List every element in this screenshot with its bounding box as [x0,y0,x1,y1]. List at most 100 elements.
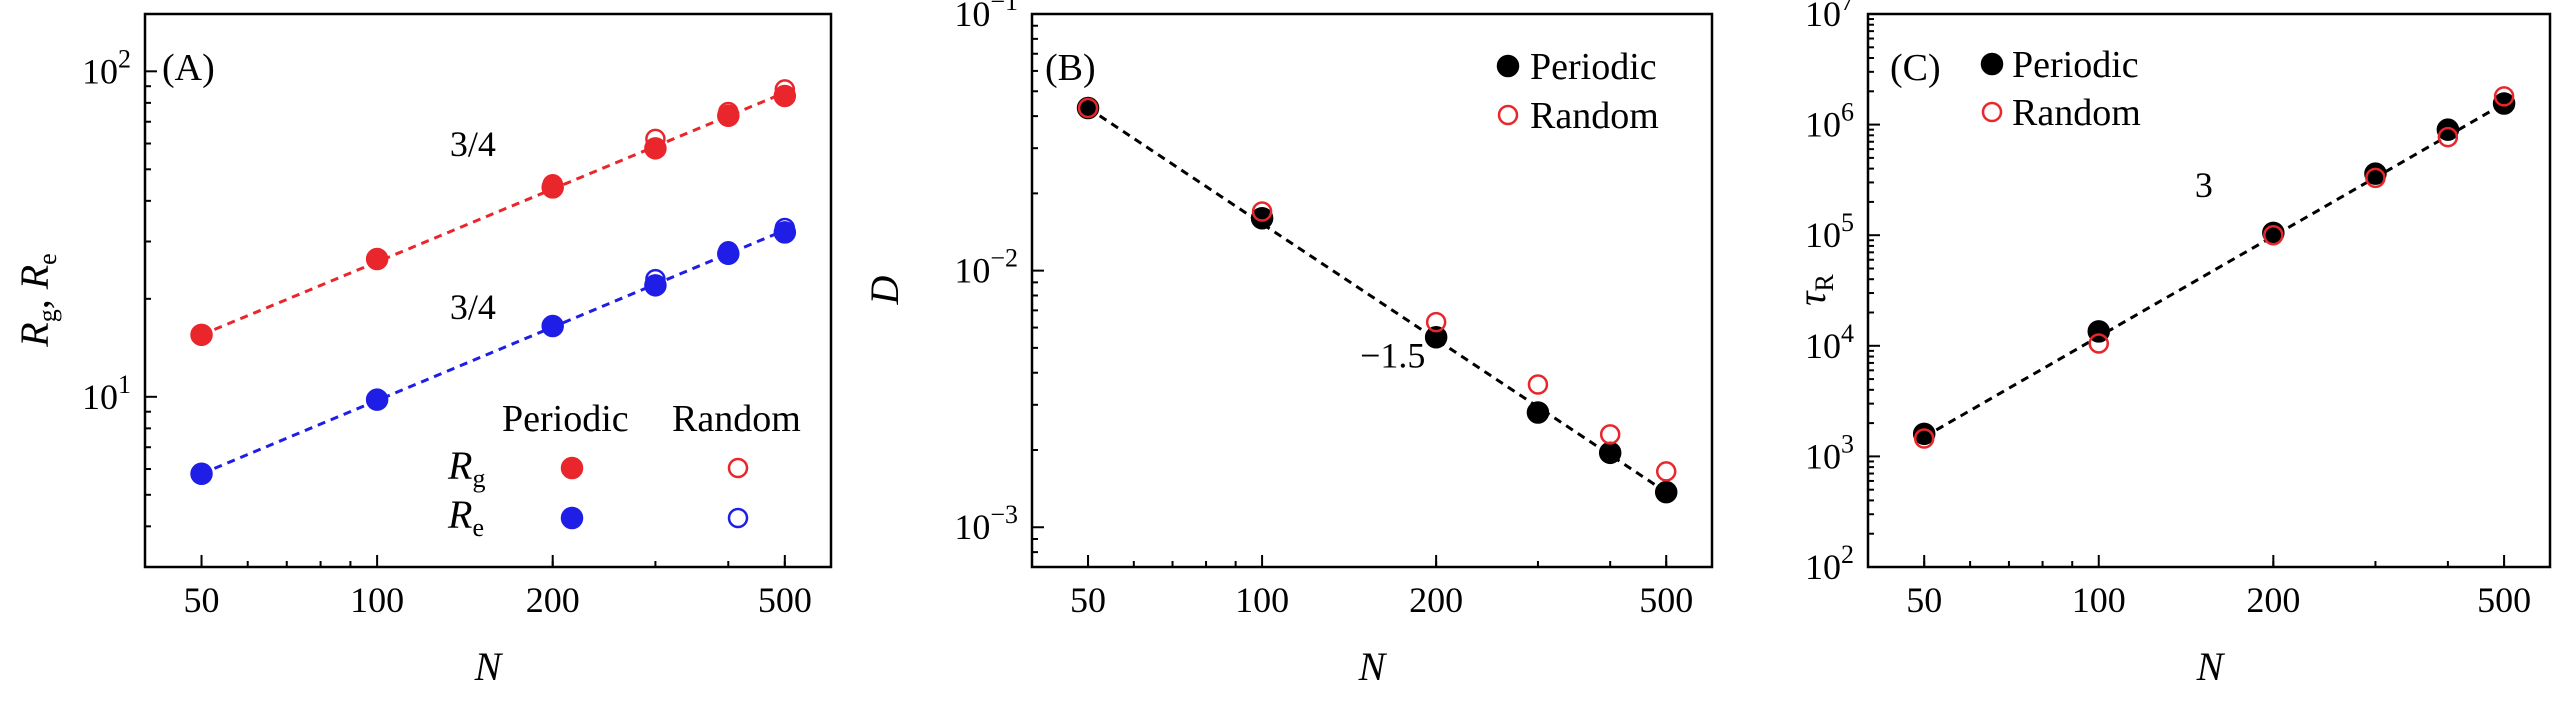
data-point [774,217,796,239]
legend-label-b-periodic: Periodic [1530,46,1657,88]
data-point [645,128,666,150]
y-tick-label: 104 [1805,319,1854,366]
data-point [2436,118,2460,141]
data-marks-b [1076,96,1678,504]
ticks-b: 50 100 200 500 10−3 10−2 10−1 [954,0,1693,620]
x-tick-label: 50 [184,580,220,620]
data-point [366,248,388,270]
x-tick-label: 200 [526,580,580,620]
panel-label-b: (B) [1045,47,1096,89]
y-tick-label: 106 [1805,98,1854,145]
data-point [1526,401,1550,424]
legend-marker-b-periodic [1496,54,1520,78]
legend-row-rg: Rg [447,443,485,493]
panel-a: 50 100 200 500 101 102 (A) 3/4 3/4 Periodic R… [12,12,833,689]
plot-frame-c [1866,12,2552,569]
y-tick-label: 101 [82,370,131,417]
data-point [1425,311,1447,333]
fit-line [200,228,786,476]
ticks-c: 50 100 200 500 102 103 104 105 106 107 [1805,0,2531,620]
plot-frame-b [1030,12,1714,569]
legend-marker-b-random [1497,104,1519,126]
fit-line [200,91,786,337]
legend-marker-re-periodic [560,506,584,530]
y-tick-label: 102 [1805,540,1854,587]
legend-marker-rg-random [727,457,749,479]
data-point [2437,126,2459,148]
x-tick-label: 200 [1409,580,1463,620]
data-point [191,463,212,485]
data-point [773,221,797,244]
data-point [2492,92,2516,115]
data-point [2263,224,2284,246]
legend-marker-c-periodic [1980,52,2004,76]
x-tick-label: 50 [1070,580,1106,620]
fit-lines-c [1923,102,2505,439]
legend-col-periodic: Periodic [502,398,629,440]
data-point [1599,424,1621,445]
y-tick-label: 10−3 [954,500,1018,547]
x-tick-label: 500 [1639,580,1693,620]
data-marks-c [1912,86,2516,449]
data-point [2364,162,2387,185]
y-tick-label: 10−1 [954,0,1018,34]
slope-annotation-re: 3/4 [450,287,496,327]
legend-label-b-random: Random [1530,95,1659,137]
slope-annotation-tau: 3 [2195,165,2213,205]
y-tick-label: 102 [82,44,131,91]
data-point [1424,326,1448,349]
fit-line [1087,106,1668,494]
y-axis-label-c: τR [1789,274,1839,306]
data-point [542,173,563,195]
data-point [1250,206,1274,230]
data-point [1527,374,1549,395]
x-axis-label-a: N [474,644,504,689]
panel-c: 50 100 200 500 102 103 104 105 106 107 (C) 3 Peri… [1789,0,2552,689]
slope-annotation-rg: 3/4 [450,124,496,164]
fit-line [1923,102,2505,439]
data-point [2365,167,2386,189]
data-point [1913,428,1935,449]
data-point [774,79,796,100]
y-tick-label: 105 [1805,208,1854,255]
data-point [1912,422,1936,446]
data-point [718,241,739,262]
x-tick-label: 200 [2246,580,2300,620]
data-point [773,84,797,108]
legend-col-random: Random [672,398,801,440]
x-tick-label: 100 [1235,580,1289,620]
legend-marker-rg-periodic [560,456,584,480]
x-tick-label: 500 [758,580,812,620]
y-tick-label: 103 [1805,429,1854,476]
x-axis-label-c: N [2196,644,2226,689]
legend-label-c-random: Random [2012,92,2141,134]
data-point [1598,441,1622,465]
data-point [718,101,739,123]
panel-label-a: (A) [162,47,215,89]
data-point [1077,97,1099,119]
y-tick-label: 10−2 [954,244,1018,291]
x-tick-label: 100 [350,580,404,620]
data-point [1654,480,1678,504]
data-point [2493,86,2515,107]
fit-lines-a [200,91,786,476]
ticks-a: 50 100 200 500 101 102 [82,44,812,620]
x-tick-label: 500 [2477,580,2531,620]
data-point [1655,461,1677,482]
data-point [2088,333,2110,354]
slope-annotation-d: −1.5 [1360,335,1425,375]
x-tick-label: 50 [1906,580,1942,620]
panel-label-c: (C) [1890,47,1941,89]
data-point [1251,201,1273,222]
data-marks-a [190,79,797,486]
legend-label-c-periodic: Periodic [2012,44,2139,86]
legend-row-re: Re [447,492,484,542]
y-tick-label: 107 [1805,0,1854,34]
data-point [542,315,563,337]
data-point [191,324,212,346]
y-axis-label-b: D [862,275,907,305]
plot-frame-a [143,12,833,569]
fit-lines-b [1087,106,1668,494]
legend-marker-re-random [727,507,749,529]
